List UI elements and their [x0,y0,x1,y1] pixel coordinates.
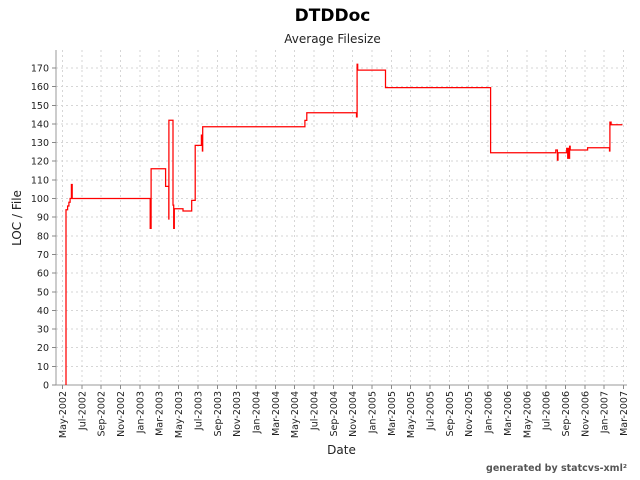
x-tick-label: Nov-2006 [580,391,591,437]
avg-filesize-line [65,63,623,385]
y-tick-label: 160 [31,82,49,93]
x-tick-label: Jul-2003 [193,391,204,431]
x-tick-label: Jul-2004 [309,391,320,431]
y-tick-label: 150 [31,101,49,112]
page-title: DTDDoc [294,6,371,26]
x-tick-label: Mar-2006 [503,391,514,436]
x-tick-label: May-2004 [290,391,301,438]
x-tick-label: Sep-2003 [213,391,224,437]
x-tick-label: Mar-2007 [619,391,630,436]
y-tick-label: 90 [37,213,49,224]
x-tick-label: Jan-2005 [368,391,379,434]
y-tick-label: 170 [31,64,49,75]
x-tick-label: Sep-2005 [445,391,456,437]
x-tick-label: May-2002 [58,391,69,438]
x-axis-label: Date [327,443,356,457]
x-tick-label: May-2006 [522,391,533,438]
y-tick-label: 40 [37,306,49,317]
x-tick-label: Mar-2003 [155,391,166,436]
x-tick-labels: May-2002 Jul-2002 Sep-2002 Nov-2002 Jan-2003… [58,391,630,438]
y-tick-label: 30 [37,325,49,336]
x-tick-label: Jul-2002 [77,391,88,431]
y-tick-label: 80 [37,231,49,242]
chart-subtitle: Average Filesize [284,32,381,46]
y-tick-label: 70 [37,250,49,261]
y-tick-label: 10 [37,362,49,373]
x-tick-label: Nov-2004 [348,391,359,437]
x-tick-label: Jan-2006 [484,391,495,434]
y-tick-label: 50 [37,287,49,298]
y-tick-label: 20 [37,343,49,354]
x-tick-label: Jul-2006 [542,391,553,431]
x-tick-label: Jan-2004 [251,391,262,434]
x-tick-label: Nov-2003 [232,391,243,437]
y-tick-label: 110 [31,175,49,186]
x-tick-label: May-2003 [174,391,185,438]
y-tick-label: 60 [37,269,49,280]
y-tick-labels: 0 10 20 30 40 50 60 70 80 90 100 110 120 130 140 150 160… [31,64,49,392]
x-tick-label: Nov-2005 [464,391,475,437]
y-tick-label: 100 [31,194,49,205]
x-tick-label: Sep-2006 [561,391,572,437]
x-tick-label: Nov-2002 [116,391,127,437]
x-tick-label: Mar-2004 [271,391,282,436]
y-tick-label: 130 [31,138,49,149]
x-tick-label: Jan-2007 [600,391,611,434]
y-tick-label: 140 [31,119,49,130]
generator-credit: generated by statcvs-xml² [486,463,627,474]
x-tick-label: Jan-2003 [135,391,146,434]
tick-marks [52,67,624,389]
x-tick-label: Sep-2004 [329,391,340,437]
x-tick-label: Sep-2002 [97,391,108,437]
x-tick-label: Jul-2005 [426,391,437,431]
x-tick-label: May-2005 [406,391,417,438]
x-tick-label: Mar-2005 [387,391,398,436]
y-tick-label: 0 [43,381,49,392]
gridlines [56,50,627,385]
y-tick-label: 120 [31,157,49,168]
